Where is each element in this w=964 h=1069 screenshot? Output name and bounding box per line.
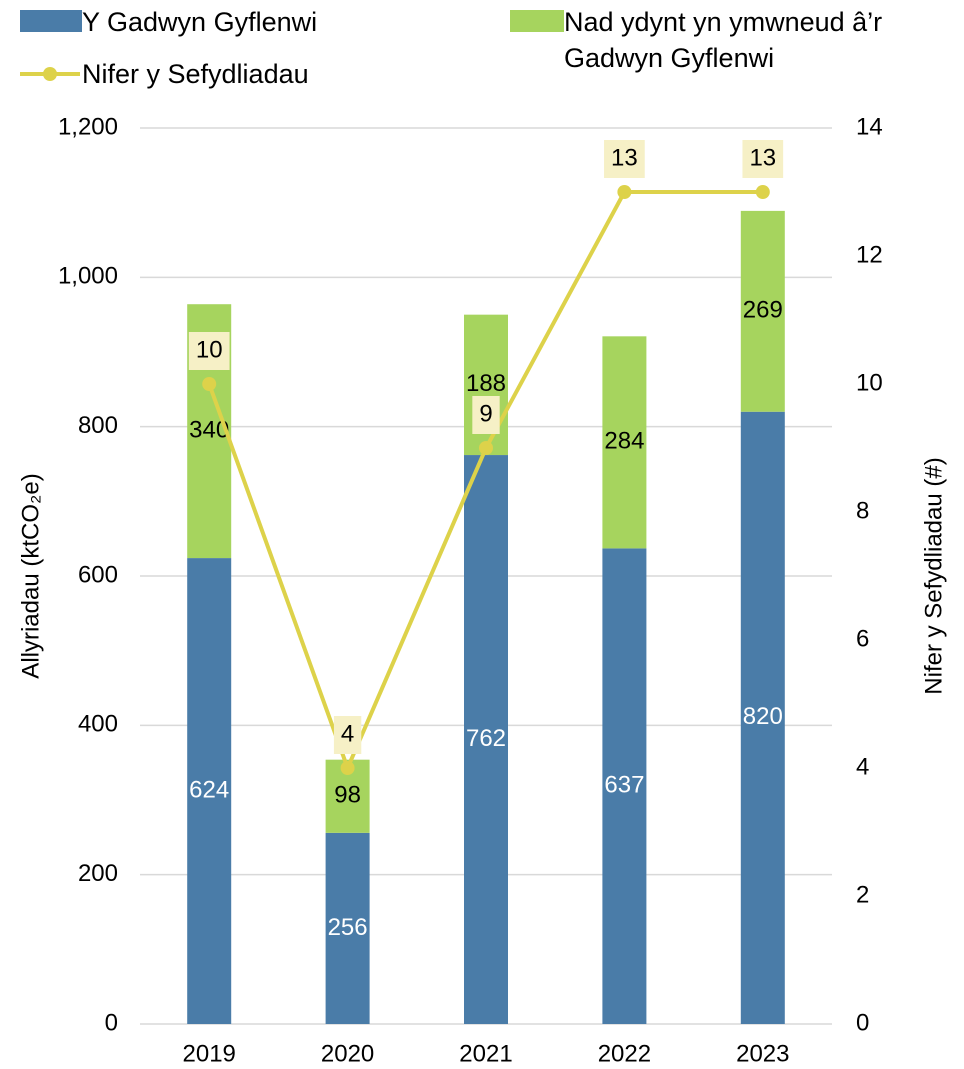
x-tick-label: 2019 bbox=[183, 1040, 236, 1067]
legend-item: Nad ydynt yn ymwneud â’r Gadwyn Gyflenwi bbox=[510, 4, 960, 76]
y2-tick-label: 12 bbox=[856, 241, 883, 268]
data-label: 13 bbox=[611, 144, 638, 171]
y2-tick-label: 2 bbox=[856, 881, 869, 908]
y-tick-label: 1,000 bbox=[58, 263, 118, 290]
data-label: 820 bbox=[743, 703, 783, 730]
data-label: 188 bbox=[466, 370, 506, 397]
data-label: 762 bbox=[466, 725, 506, 752]
data-label: 4 bbox=[341, 720, 354, 747]
label-box bbox=[333, 716, 362, 754]
data-label: 9 bbox=[479, 400, 492, 427]
data-label: 269 bbox=[743, 297, 783, 324]
legend-label: Nifer y Sefydliadau bbox=[82, 59, 309, 89]
bar bbox=[325, 832, 370, 1024]
line-point bbox=[617, 185, 632, 199]
legend-item: Y Gadwyn Gyflenwi bbox=[20, 4, 317, 40]
data-label: 10 bbox=[196, 336, 223, 363]
y-tick-label: 1,200 bbox=[58, 113, 118, 140]
y-axis-title: Allyriadau (ktCO₂e) bbox=[17, 473, 44, 678]
line-label: 9 bbox=[472, 396, 500, 434]
legend-label: Nad ydynt yn ymwneud â’r Gadwyn Gyflenwi bbox=[564, 7, 883, 73]
data-label: 98 bbox=[334, 782, 361, 809]
line-point bbox=[755, 185, 770, 199]
bar bbox=[740, 411, 785, 1024]
y2-tick-label: 14 bbox=[856, 113, 883, 140]
data-label: 13 bbox=[749, 144, 776, 171]
label-box bbox=[188, 332, 230, 370]
label-box bbox=[472, 396, 500, 434]
y-tick-label: 600 bbox=[78, 561, 118, 588]
bar bbox=[740, 210, 785, 412]
x-tick-label: 2020 bbox=[321, 1040, 374, 1067]
bar bbox=[464, 455, 508, 1024]
x-tick-label: 2023 bbox=[736, 1040, 789, 1067]
line-label: 13 bbox=[604, 140, 645, 178]
y2-tick-label: 6 bbox=[856, 625, 869, 652]
legend-swatch bbox=[20, 67, 80, 81]
bar bbox=[602, 336, 647, 549]
y2-tick-label: 4 bbox=[856, 753, 869, 780]
line-label: 4 bbox=[333, 716, 362, 754]
legend-marker bbox=[43, 67, 57, 81]
line-label: 10 bbox=[188, 332, 230, 370]
line-label: 13 bbox=[742, 140, 784, 178]
legend-swatch bbox=[510, 10, 564, 32]
x-tick-label: 2021 bbox=[459, 1040, 512, 1067]
line-point bbox=[202, 377, 217, 391]
data-label: 256 bbox=[328, 914, 368, 941]
line-point bbox=[340, 761, 355, 775]
label-box bbox=[742, 140, 784, 178]
data-label: 624 bbox=[189, 776, 229, 803]
legend-item: Nifer y Sefydliadau bbox=[20, 56, 309, 92]
legend-swatch bbox=[20, 10, 82, 32]
bar bbox=[187, 558, 232, 1024]
legend-label: Y Gadwyn Gyflenwi bbox=[82, 7, 318, 37]
label-box bbox=[604, 140, 645, 178]
data-label: 637 bbox=[604, 772, 644, 799]
y-tick-label: 200 bbox=[78, 860, 118, 887]
y2-tick-label: 8 bbox=[856, 497, 869, 524]
y-tick-label: 0 bbox=[105, 1009, 118, 1036]
y2-tick-label: 10 bbox=[856, 369, 883, 396]
y2-tick-label: 0 bbox=[856, 1009, 869, 1036]
line-point bbox=[479, 441, 493, 455]
y2-axis-title: Nifer y Sefydliadau (#) bbox=[920, 457, 947, 694]
y-tick-label: 400 bbox=[78, 711, 118, 738]
y-tick-label: 800 bbox=[78, 412, 118, 439]
bar bbox=[602, 548, 647, 1024]
x-tick-label: 2022 bbox=[598, 1040, 651, 1067]
data-label: 284 bbox=[604, 428, 644, 455]
